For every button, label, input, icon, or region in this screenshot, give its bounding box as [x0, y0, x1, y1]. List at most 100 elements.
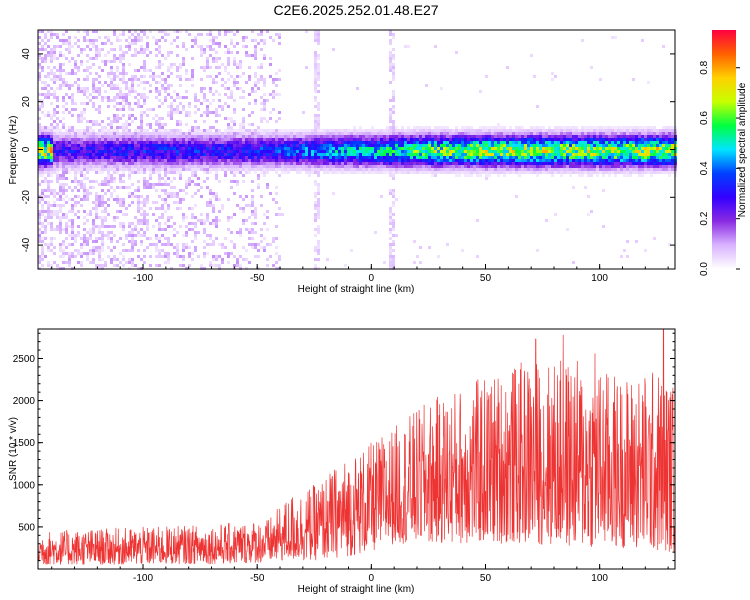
heatmap-cell	[542, 156, 545, 159]
heatmap-cell	[83, 147, 86, 150]
heatmap-cell	[182, 153, 185, 156]
heatmap-cell	[179, 144, 182, 147]
heatmap-cell	[338, 150, 341, 153]
heatmap-cell	[50, 165, 53, 168]
heatmap-cell	[110, 48, 113, 51]
heatmap-cell	[44, 132, 47, 135]
heatmap-cell	[569, 129, 572, 132]
heatmap-cell	[116, 150, 119, 153]
heatmap-cell	[596, 174, 599, 177]
heatmap-cell	[92, 159, 95, 162]
heatmap-cell	[92, 261, 95, 264]
heatmap-cell	[62, 39, 65, 42]
heatmap-cell	[236, 204, 239, 207]
heatmap-cell	[218, 72, 221, 75]
heatmap-cell	[65, 135, 68, 138]
heatmap-cell	[47, 168, 50, 171]
heatmap-cell	[146, 180, 149, 183]
heatmap-cell	[542, 162, 545, 165]
heatmap-cell	[119, 93, 122, 96]
heatmap-cell	[212, 81, 215, 84]
heatmap-cell	[263, 150, 266, 153]
heatmap-cell	[104, 210, 107, 213]
heatmap-cell	[389, 39, 392, 42]
heatmap-cell	[401, 156, 404, 159]
heatmap-cell	[350, 159, 353, 162]
heatmap-cell	[317, 144, 320, 147]
heatmap-cell	[410, 147, 413, 150]
heatmap-cell	[332, 168, 335, 171]
heatmap-cell	[101, 222, 104, 225]
heatmap-cell	[389, 60, 392, 63]
heatmap-cell	[278, 33, 281, 36]
heatmap-cell	[44, 189, 47, 192]
heatmap-cell	[260, 147, 263, 150]
heatmap-cell	[368, 168, 371, 171]
heatmap-cell	[428, 138, 431, 141]
heatmap-cell	[209, 129, 212, 132]
heatmap-cell	[41, 105, 44, 108]
heatmap-cell	[212, 150, 215, 153]
heatmap-cell	[128, 108, 131, 111]
heatmap-cell	[236, 264, 239, 267]
heatmap-cell	[212, 93, 215, 96]
heatmap-cell	[173, 186, 176, 189]
heatmap-cell	[536, 150, 539, 153]
heatmap-cell	[218, 180, 221, 183]
heatmap-cell	[41, 150, 44, 153]
heatmap-cell	[146, 150, 149, 153]
heatmap-cell	[203, 228, 206, 231]
heatmap-cell	[38, 135, 41, 138]
heatmap-cell	[149, 126, 152, 129]
heatmap-cell	[233, 135, 236, 138]
heatmap-cell	[269, 168, 272, 171]
heatmap-cell	[227, 219, 230, 222]
heatmap-cell	[284, 144, 287, 147]
heatmap-cell	[422, 144, 425, 147]
heatmap-cell	[77, 225, 80, 228]
heatmap-cell	[311, 171, 314, 174]
heatmap-cell	[581, 153, 584, 156]
heatmap-cell	[113, 72, 116, 75]
heatmap-cell	[464, 168, 467, 171]
heatmap-cell	[248, 237, 251, 240]
heatmap-cell	[281, 165, 284, 168]
heatmap-cell	[167, 171, 170, 174]
heatmap-cell	[275, 147, 278, 150]
heatmap-cell	[242, 96, 245, 99]
heatmap-cell	[518, 168, 521, 171]
heatmap-cell	[119, 261, 122, 264]
heatmap-cell	[185, 123, 188, 126]
heatmap-cell	[107, 135, 110, 138]
heatmap-cell	[38, 126, 41, 129]
heatmap-cell	[446, 126, 449, 129]
heatmap-cell	[437, 126, 440, 129]
heatmap-cell	[110, 42, 113, 45]
heatmap-cell	[89, 153, 92, 156]
heatmap-cell	[251, 132, 254, 135]
heatmap-cell	[539, 135, 542, 138]
heatmap-cell	[104, 36, 107, 39]
heatmap-cell	[152, 168, 155, 171]
heatmap-cell	[137, 180, 140, 183]
heatmap-cell	[80, 48, 83, 51]
heatmap-cell	[302, 135, 305, 138]
heatmap-cell	[467, 129, 470, 132]
heatmap-cell	[545, 129, 548, 132]
heatmap-cell	[257, 87, 260, 90]
heatmap-cell	[113, 129, 116, 132]
heatmap-cell	[425, 165, 428, 168]
heatmap-cell	[233, 123, 236, 126]
heatmap-cell	[176, 252, 179, 255]
heatmap-cell	[275, 162, 278, 165]
heatmap-cell	[233, 150, 236, 153]
heatmap-cell	[182, 234, 185, 237]
heatmap-cell	[470, 144, 473, 147]
heatmap-cell	[245, 138, 248, 141]
heatmap-cell	[323, 147, 326, 150]
heatmap-cell	[239, 171, 242, 174]
heatmap-cell	[392, 258, 395, 261]
heatmap-cell	[536, 249, 539, 252]
heatmap-cell	[98, 171, 101, 174]
heatmap-cell	[287, 150, 290, 153]
